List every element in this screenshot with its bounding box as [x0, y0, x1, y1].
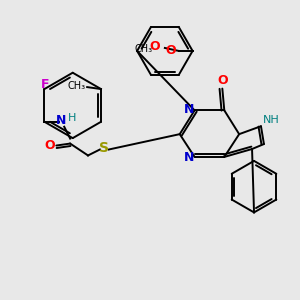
Text: S: S [99, 140, 109, 154]
Text: N: N [184, 152, 194, 164]
Text: F: F [41, 78, 50, 91]
Text: CH₃: CH₃ [134, 44, 152, 54]
Text: O: O [150, 40, 160, 53]
Text: N: N [56, 114, 66, 127]
Text: CH₃: CH₃ [67, 81, 85, 91]
Text: O: O [217, 74, 228, 87]
Text: O: O [44, 139, 55, 152]
Text: O: O [166, 44, 176, 57]
Text: H: H [68, 113, 76, 123]
Text: NH: NH [262, 115, 279, 125]
Text: N: N [184, 103, 194, 116]
